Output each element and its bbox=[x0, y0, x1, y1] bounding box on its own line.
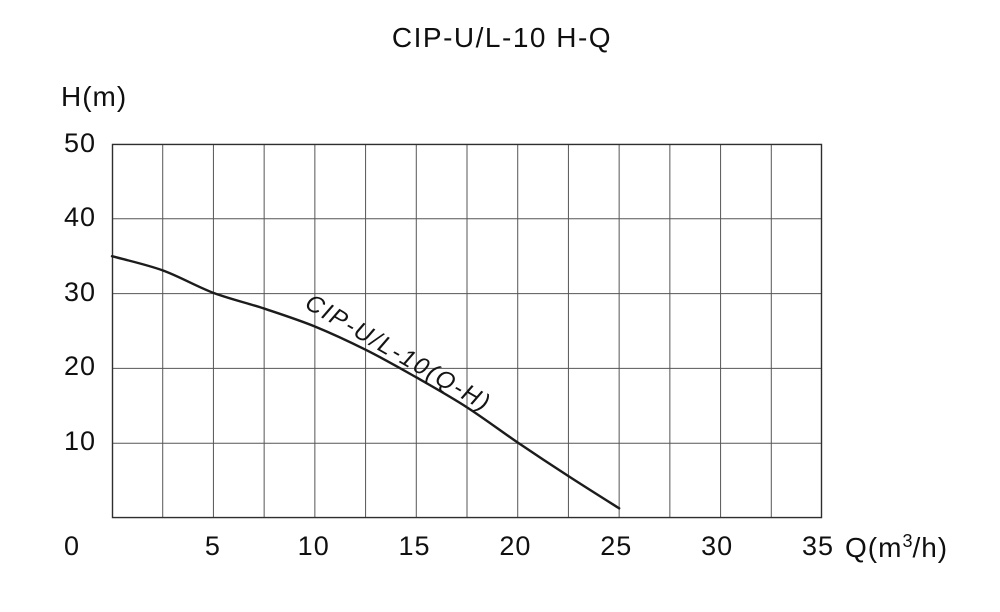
x-tick-label-10: 10 bbox=[297, 531, 330, 561]
x-tick-label-0: 0 bbox=[63, 531, 81, 561]
y-axis-label: H(m) bbox=[61, 81, 128, 112]
x-axis-label-pre: Q(m bbox=[845, 532, 903, 563]
y-tick-label-10: 10 bbox=[63, 425, 96, 456]
x-axis-label-superscript: 3 bbox=[902, 531, 913, 551]
x-tick-label-30: 30 bbox=[701, 531, 734, 561]
x-tick-label-25: 25 bbox=[600, 531, 633, 561]
plot-border bbox=[111, 143, 823, 519]
x-axis-label-post: /h) bbox=[912, 532, 949, 563]
chart-title: CIP-U/L-10 H-Q bbox=[391, 22, 613, 53]
x-axis-label: Q(m3/h) bbox=[845, 531, 948, 564]
hq-curve bbox=[110, 254, 621, 510]
y-tick-label-30: 30 bbox=[63, 276, 96, 307]
x-tick-label-20: 20 bbox=[499, 531, 532, 561]
y-tick-label-20: 20 bbox=[63, 351, 96, 382]
x-tick-label-15: 15 bbox=[398, 531, 431, 561]
plot-grid bbox=[110, 143, 823, 519]
y-tick-label-40: 40 bbox=[63, 202, 96, 233]
x-tick-label-5: 5 bbox=[204, 531, 221, 561]
y-tick-label-50: 50 bbox=[63, 128, 96, 158]
x-tick-label-35: 35 bbox=[801, 531, 835, 561]
